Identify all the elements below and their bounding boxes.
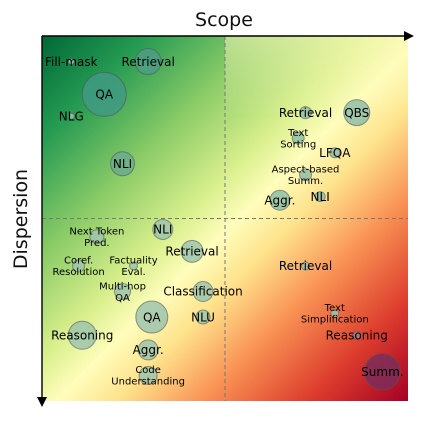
label-nli-11: NLI xyxy=(311,190,330,204)
label-retrieval-5: Retrieval xyxy=(279,106,332,120)
point-retrieval-14 xyxy=(180,239,204,263)
plot-background-highlight xyxy=(225,36,408,218)
point-nli-4 xyxy=(110,151,136,177)
label-summ-27: Summ. xyxy=(361,365,403,379)
label-nli-4: NLI xyxy=(113,157,132,171)
point-nlu-20 xyxy=(195,309,211,325)
point-retrieval-5 xyxy=(299,106,313,120)
x-axis-arrow xyxy=(404,31,414,41)
point-retrieval-24 xyxy=(301,261,311,271)
y-axis-label: Dispersion xyxy=(10,169,32,269)
data-labels: Fill-mask Retrieval QA NLG NLI Retrieval QBS Te… xyxy=(45,55,404,388)
point-retrieval-1 xyxy=(134,48,162,76)
point-text-sorting-7 xyxy=(291,131,305,145)
point-summ-27 xyxy=(363,353,401,391)
point-aggr-22 xyxy=(137,339,159,361)
point-nlg-3 xyxy=(67,112,75,120)
quadrant-dividers xyxy=(42,36,408,401)
point-qa-19 xyxy=(135,300,169,334)
label-code-understanding-23: Code Understanding xyxy=(111,365,185,388)
label-retrieval-14: Retrieval xyxy=(165,245,218,259)
label-next-token-pred-12: Next Token Pred. xyxy=(69,227,124,250)
point-next-token-pred-12 xyxy=(89,229,105,245)
x-axis-label: Scope xyxy=(195,9,253,31)
label-reasoning-26: Reasoning xyxy=(326,329,388,343)
y-axis-arrow xyxy=(37,397,47,407)
label-retrieval-1: Retrieval xyxy=(121,55,174,69)
label-retrieval-24: Retrieval xyxy=(279,259,332,273)
point-reasoning-21 xyxy=(67,320,97,350)
label-factuality-eval-16: Factuality Eval. xyxy=(109,256,157,279)
point-classification-18 xyxy=(192,281,214,302)
label-reasoning-21: Reasoning xyxy=(51,329,113,343)
label-nlg-3: NLG xyxy=(59,110,84,124)
label-text-simplification-25: Text Simplification xyxy=(301,303,369,326)
point-fill-mask-0 xyxy=(67,58,75,66)
point-nli-11 xyxy=(314,191,326,203)
point-nli-13 xyxy=(152,218,174,240)
label-aspect-based-summ-9: Aspect-based Summ. xyxy=(272,164,340,187)
label-text-sorting-7: Text Sorting xyxy=(280,128,316,151)
label-aggr-22: Aggr. xyxy=(133,343,164,357)
label-fill-mask-0: Fill-mask xyxy=(45,55,98,69)
label-classification-18: Classification xyxy=(163,285,242,299)
point-factuality-eval-16 xyxy=(129,261,138,271)
point-coref-resolution-15 xyxy=(72,259,86,273)
label-aggr-10: Aggr. xyxy=(264,193,295,207)
point-aggr-10 xyxy=(269,189,291,211)
point-qbs-6 xyxy=(343,99,371,127)
label-nli-13: NLI xyxy=(153,223,172,237)
point-text-simplification-25 xyxy=(330,308,340,318)
label-coref-resolution-15: Coref. Resolution xyxy=(52,256,104,279)
label-qa-19: QA xyxy=(143,310,161,324)
label-qbs-6: QBS xyxy=(344,106,369,120)
data-points xyxy=(67,48,401,391)
label-qa-2: QA xyxy=(95,88,113,102)
point-qa-2 xyxy=(81,71,127,117)
label-multi-hop-qa-17: Multi-hop QA xyxy=(99,281,146,304)
label-lfqa-8: LFQA xyxy=(319,146,351,160)
point-code-understanding-23 xyxy=(138,365,158,385)
point-multi-hop-qa-17 xyxy=(114,283,132,300)
point-reasoning-26 xyxy=(352,330,362,340)
label-nlu-20: NLU xyxy=(191,310,215,324)
axes xyxy=(37,31,414,407)
point-aspect-based-summ-9 xyxy=(299,168,313,182)
point-lfqa-8 xyxy=(329,147,341,159)
